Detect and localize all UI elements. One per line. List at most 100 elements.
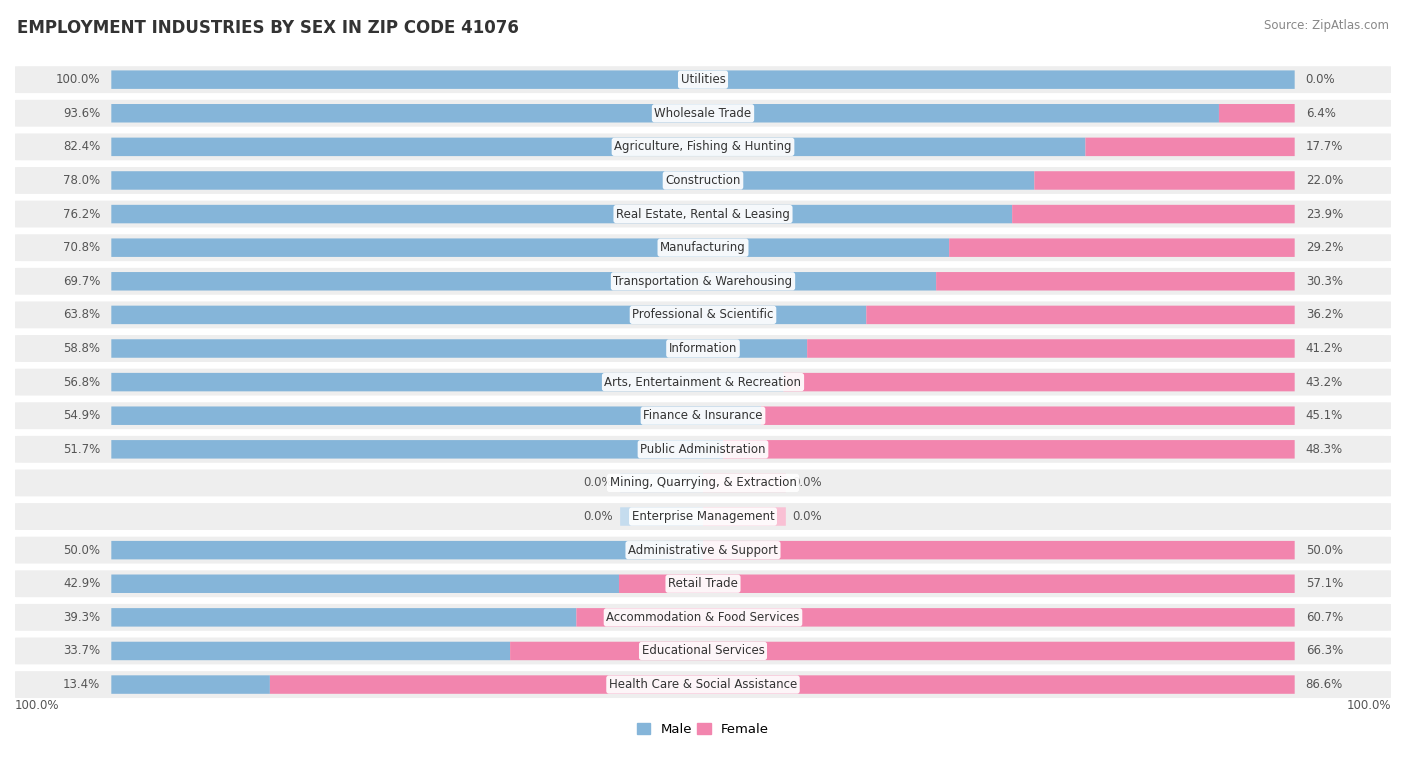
FancyBboxPatch shape [761, 407, 1295, 425]
FancyBboxPatch shape [620, 473, 703, 492]
FancyBboxPatch shape [111, 541, 703, 559]
Text: Information: Information [669, 342, 737, 355]
FancyBboxPatch shape [15, 436, 1391, 462]
Text: 13.4%: 13.4% [63, 678, 100, 691]
FancyBboxPatch shape [15, 133, 1391, 161]
FancyBboxPatch shape [949, 238, 1295, 257]
FancyBboxPatch shape [111, 339, 807, 358]
FancyBboxPatch shape [111, 574, 619, 593]
FancyBboxPatch shape [1085, 137, 1295, 156]
Text: 6.4%: 6.4% [1306, 107, 1336, 120]
Text: 48.3%: 48.3% [1306, 443, 1343, 456]
Text: 45.1%: 45.1% [1306, 409, 1343, 422]
FancyBboxPatch shape [111, 372, 783, 391]
FancyBboxPatch shape [703, 473, 786, 492]
FancyBboxPatch shape [15, 537, 1391, 563]
Text: Health Care & Social Assistance: Health Care & Social Assistance [609, 678, 797, 691]
Text: Enterprise Management: Enterprise Management [631, 510, 775, 523]
FancyBboxPatch shape [576, 608, 1295, 626]
FancyBboxPatch shape [807, 339, 1295, 358]
Text: 30.3%: 30.3% [1306, 275, 1343, 288]
Text: 0.0%: 0.0% [793, 476, 823, 490]
Text: 63.8%: 63.8% [63, 308, 100, 321]
Text: Utilities: Utilities [681, 73, 725, 86]
Text: 76.2%: 76.2% [63, 207, 100, 220]
FancyBboxPatch shape [15, 469, 1391, 497]
FancyBboxPatch shape [15, 167, 1391, 194]
Text: 58.8%: 58.8% [63, 342, 100, 355]
FancyBboxPatch shape [15, 369, 1391, 396]
Text: 0.0%: 0.0% [793, 510, 823, 523]
Text: Arts, Entertainment & Recreation: Arts, Entertainment & Recreation [605, 376, 801, 389]
FancyBboxPatch shape [1219, 104, 1295, 123]
FancyBboxPatch shape [783, 372, 1295, 391]
Text: Source: ZipAtlas.com: Source: ZipAtlas.com [1264, 19, 1389, 33]
Text: 23.9%: 23.9% [1306, 207, 1343, 220]
FancyBboxPatch shape [111, 171, 1035, 189]
FancyBboxPatch shape [270, 675, 1295, 694]
Text: Agriculture, Fishing & Hunting: Agriculture, Fishing & Hunting [614, 140, 792, 154]
FancyBboxPatch shape [703, 508, 786, 526]
Text: 0.0%: 0.0% [583, 510, 613, 523]
FancyBboxPatch shape [111, 675, 270, 694]
FancyBboxPatch shape [111, 642, 510, 660]
FancyBboxPatch shape [111, 71, 1295, 89]
Text: 82.4%: 82.4% [63, 140, 100, 154]
Text: 33.7%: 33.7% [63, 644, 100, 657]
Text: Accommodation & Food Services: Accommodation & Food Services [606, 611, 800, 624]
FancyBboxPatch shape [111, 205, 1012, 223]
Text: Public Administration: Public Administration [640, 443, 766, 456]
FancyBboxPatch shape [15, 66, 1391, 93]
Text: 39.3%: 39.3% [63, 611, 100, 624]
FancyBboxPatch shape [619, 574, 1295, 593]
Text: 0.0%: 0.0% [1306, 73, 1336, 86]
Text: 100.0%: 100.0% [15, 699, 59, 712]
FancyBboxPatch shape [1012, 205, 1295, 223]
FancyBboxPatch shape [111, 272, 936, 290]
Text: 41.2%: 41.2% [1306, 342, 1343, 355]
Text: Administrative & Support: Administrative & Support [628, 544, 778, 556]
Text: Finance & Insurance: Finance & Insurance [644, 409, 762, 422]
Text: 43.2%: 43.2% [1306, 376, 1343, 389]
Text: Educational Services: Educational Services [641, 644, 765, 657]
FancyBboxPatch shape [1035, 171, 1295, 189]
Text: Real Estate, Rental & Leasing: Real Estate, Rental & Leasing [616, 207, 790, 220]
Text: Wholesale Trade: Wholesale Trade [654, 107, 752, 120]
FancyBboxPatch shape [111, 306, 866, 324]
FancyBboxPatch shape [111, 608, 576, 626]
Text: 36.2%: 36.2% [1306, 308, 1343, 321]
FancyBboxPatch shape [15, 503, 1391, 530]
FancyBboxPatch shape [15, 234, 1391, 261]
Text: 50.0%: 50.0% [1306, 544, 1343, 556]
FancyBboxPatch shape [15, 100, 1391, 126]
Text: 22.0%: 22.0% [1306, 174, 1343, 187]
FancyBboxPatch shape [936, 272, 1295, 290]
Text: Retail Trade: Retail Trade [668, 577, 738, 591]
Text: 0.0%: 0.0% [583, 476, 613, 490]
Text: 29.2%: 29.2% [1306, 241, 1343, 255]
FancyBboxPatch shape [111, 407, 761, 425]
Text: EMPLOYMENT INDUSTRIES BY SEX IN ZIP CODE 41076: EMPLOYMENT INDUSTRIES BY SEX IN ZIP CODE… [17, 19, 519, 37]
FancyBboxPatch shape [15, 671, 1391, 698]
FancyBboxPatch shape [15, 301, 1391, 328]
FancyBboxPatch shape [111, 104, 1219, 123]
Text: 70.8%: 70.8% [63, 241, 100, 255]
FancyBboxPatch shape [510, 642, 1295, 660]
Text: 42.9%: 42.9% [63, 577, 100, 591]
Text: 17.7%: 17.7% [1306, 140, 1343, 154]
Text: 66.3%: 66.3% [1306, 644, 1343, 657]
FancyBboxPatch shape [620, 508, 703, 526]
Text: 78.0%: 78.0% [63, 174, 100, 187]
FancyBboxPatch shape [15, 638, 1391, 664]
Text: Manufacturing: Manufacturing [661, 241, 745, 255]
Legend: Male, Female: Male, Female [631, 718, 775, 741]
FancyBboxPatch shape [15, 268, 1391, 295]
Text: Mining, Quarrying, & Extraction: Mining, Quarrying, & Extraction [610, 476, 796, 490]
Text: 57.1%: 57.1% [1306, 577, 1343, 591]
FancyBboxPatch shape [866, 306, 1295, 324]
FancyBboxPatch shape [111, 137, 1085, 156]
FancyBboxPatch shape [15, 402, 1391, 429]
FancyBboxPatch shape [15, 335, 1391, 362]
Text: 100.0%: 100.0% [56, 73, 100, 86]
Text: 54.9%: 54.9% [63, 409, 100, 422]
